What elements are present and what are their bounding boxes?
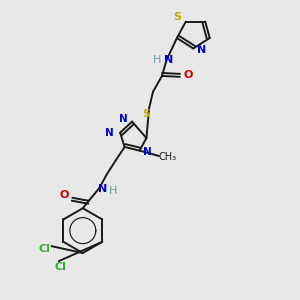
Text: S: S: [173, 12, 181, 22]
Text: N: N: [142, 147, 152, 157]
Text: N: N: [119, 114, 128, 124]
Text: CH₃: CH₃: [159, 152, 177, 163]
Text: N: N: [197, 45, 206, 55]
Text: N: N: [98, 184, 107, 194]
Text: O: O: [59, 190, 69, 200]
Text: Cl: Cl: [55, 262, 66, 272]
Text: H: H: [109, 186, 117, 196]
Text: Cl: Cl: [39, 244, 51, 254]
Text: S: S: [143, 109, 151, 118]
Text: H: H: [153, 55, 161, 65]
Text: N: N: [105, 128, 114, 138]
Text: O: O: [184, 70, 193, 80]
Text: N: N: [164, 55, 173, 65]
